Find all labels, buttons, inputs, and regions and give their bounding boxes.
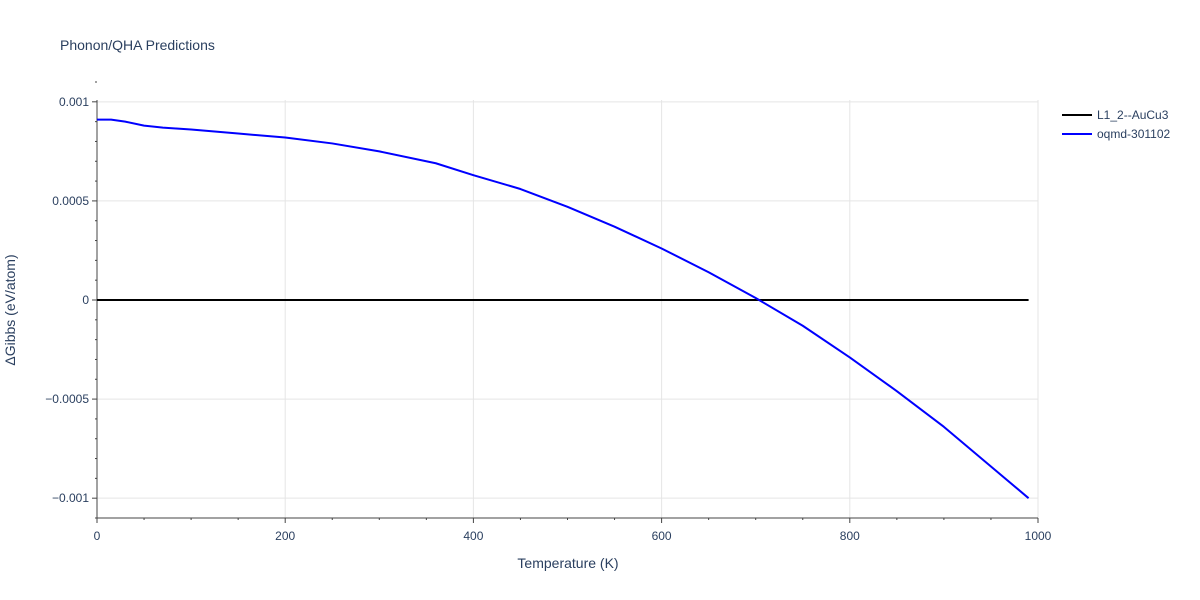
y-tick-label: −0.0005 (45, 392, 89, 406)
x-tick-label: 400 (463, 529, 483, 543)
y-tick-label: −0.001 (52, 491, 89, 505)
legend-label-0: L1_2--AuCu3 (1097, 108, 1169, 122)
y-tick-label: 0.0005 (52, 194, 89, 208)
x-axis-title: Temperature (K) (517, 555, 618, 571)
y-axis-title: ΔGibbs (eV/atom) (2, 254, 18, 365)
chart-title: Phonon/QHA Predictions (60, 37, 215, 53)
y-axis: 0.001 0.0005 0 −0.0005 −0.001 (45, 81, 98, 519)
x-tick-label: 200 (275, 529, 295, 543)
x-tick-label: 600 (652, 529, 672, 543)
grid (97, 100, 1039, 518)
x-axis: 0 200 400 600 800 1000 (94, 517, 1052, 543)
y-tick-label: 0.001 (59, 95, 89, 109)
x-tick-label: 0 (94, 529, 101, 543)
series-layer (97, 118, 1030, 499)
x-tick-label: 1000 (1025, 529, 1052, 543)
legend: L1_2--AuCu3 oqmd-301102 (1062, 108, 1170, 141)
y-tick-label: 0 (82, 293, 89, 307)
series-line-1 (97, 118, 1030, 499)
x-tick-label: 800 (840, 529, 860, 543)
legend-label-1: oqmd-301102 (1097, 127, 1170, 141)
